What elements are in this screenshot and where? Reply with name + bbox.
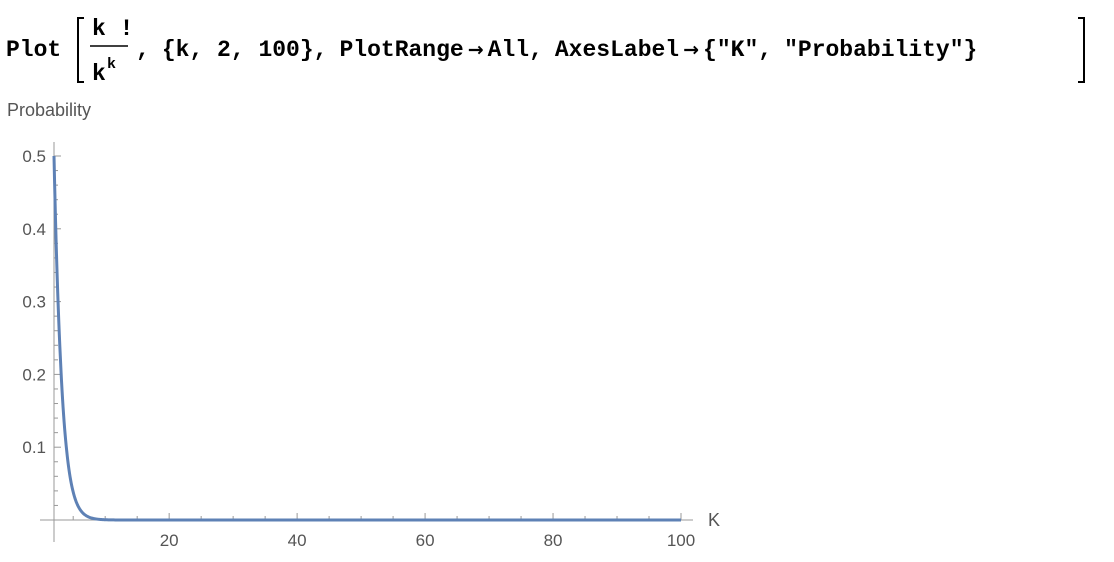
x-tick-label: 80 [544, 531, 563, 550]
x-tick-label: 20 [160, 531, 179, 550]
y-tick-label: 0.2 [22, 365, 46, 384]
y-axis-label: Probability [7, 100, 91, 120]
input-cell[interactable]: Plot k ! k k , {k, 2, 100}, PlotRange → All,… [6, 4, 1106, 94]
x-tick-label: 40 [288, 531, 307, 550]
x-tick-label: 60 [416, 531, 435, 550]
series-line-0 [52, 155, 681, 522]
left-bracket-icon [77, 17, 84, 83]
y-tick-label: 0.3 [22, 293, 46, 312]
plot-function-name: Plot [6, 37, 61, 63]
series-layer [52, 155, 681, 522]
y-tick-label: 0.5 [22, 147, 46, 166]
fraction-denominator-base: k [92, 61, 106, 87]
y-tick-label: 0.1 [22, 438, 46, 457]
fraction-numerator: k ! [92, 16, 133, 42]
right-bracket-icon [1078, 17, 1085, 83]
plot-area[interactable]: 20 40 60 80 100 0.1 0.2 0.3 0.4 0.5 K Probability [0, 92, 1114, 562]
fraction-denominator-exponent: k [107, 56, 116, 73]
expression-rest: , {k, 2, 100}, PlotRange → All, AxesLabel → {"K… [136, 37, 977, 63]
tick-labels: 20 40 60 80 100 0.1 0.2 0.3 0.4 0.5 K Probability [7, 100, 720, 550]
x-tick-label: 100 [667, 531, 695, 550]
x-axis-label: K [708, 510, 720, 530]
input-expression: Plot k ! k k , {k, 2, 100}, PlotRange → All,… [6, 16, 1085, 87]
y-tick-label: 0.4 [22, 220, 46, 239]
axes [40, 142, 693, 542]
